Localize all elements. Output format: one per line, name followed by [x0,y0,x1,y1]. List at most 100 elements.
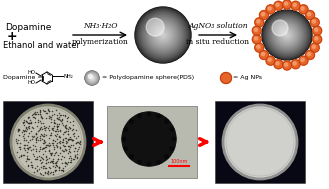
Point [35,155,40,158]
Point [32,110,38,113]
Point [49,152,55,155]
Point [49,114,55,117]
Point [33,157,38,160]
Point [77,142,82,145]
Point [40,116,45,119]
Point [64,119,69,122]
Circle shape [147,162,151,166]
Point [24,156,30,159]
Point [71,149,77,153]
Point [76,148,81,151]
Point [54,160,59,163]
Point [61,144,66,147]
Point [17,142,23,145]
Point [37,111,42,114]
Text: = Ag NPs: = Ag NPs [233,75,262,81]
Circle shape [124,128,128,131]
Point [46,157,52,160]
Point [42,109,47,112]
Circle shape [148,20,178,50]
Circle shape [89,75,95,81]
Point [67,160,72,163]
Point [42,140,47,143]
Point [65,132,70,135]
Point [68,156,74,159]
Circle shape [151,23,175,47]
Point [35,168,40,171]
Point [25,127,30,130]
Circle shape [274,1,283,10]
Point [56,118,61,121]
Point [29,129,34,132]
Point [30,127,35,130]
Point [43,171,48,174]
Circle shape [285,33,290,37]
Point [69,139,75,142]
Circle shape [220,73,232,84]
Circle shape [147,19,179,51]
Point [66,137,71,140]
Circle shape [276,62,279,65]
Circle shape [274,60,283,69]
Point [48,152,53,155]
Point [52,169,57,172]
Point [21,146,26,149]
Circle shape [265,12,310,57]
Circle shape [152,24,174,46]
Point [33,137,38,140]
Circle shape [147,19,179,51]
Circle shape [275,23,298,46]
Point [36,119,41,122]
Point [33,157,38,160]
Point [51,138,56,141]
Point [63,127,68,130]
Point [23,149,28,152]
Point [35,125,40,128]
Text: Dopamine: Dopamine [5,22,51,32]
Point [67,151,72,154]
Point [60,150,65,153]
Point [66,132,71,135]
Circle shape [315,37,318,40]
Point [57,111,62,114]
Circle shape [285,2,288,5]
Circle shape [276,3,279,6]
Circle shape [263,11,312,60]
Circle shape [162,34,164,36]
Point [67,127,72,130]
Point [55,145,60,148]
Point [36,168,41,171]
Point [21,133,26,136]
Circle shape [170,147,174,150]
Point [59,149,64,152]
Point [47,165,52,168]
Circle shape [284,32,291,39]
Point [65,145,71,148]
Circle shape [285,33,289,37]
Point [50,128,56,131]
Circle shape [306,50,315,60]
Point [59,161,64,164]
Point [44,157,49,160]
Point [26,116,31,119]
Circle shape [157,160,160,164]
Point [40,141,45,144]
Circle shape [160,32,166,38]
Circle shape [280,28,294,43]
Point [50,165,55,168]
Point [51,153,56,156]
Point [41,138,47,141]
Circle shape [310,43,319,52]
Point [20,134,25,137]
Point [45,171,50,174]
Circle shape [11,105,85,179]
Point [45,111,50,114]
Circle shape [274,22,300,48]
Point [37,149,42,153]
Circle shape [286,34,288,36]
Circle shape [313,26,322,35]
Point [17,145,22,148]
Point [39,148,44,151]
Point [21,124,27,127]
Circle shape [87,73,97,83]
